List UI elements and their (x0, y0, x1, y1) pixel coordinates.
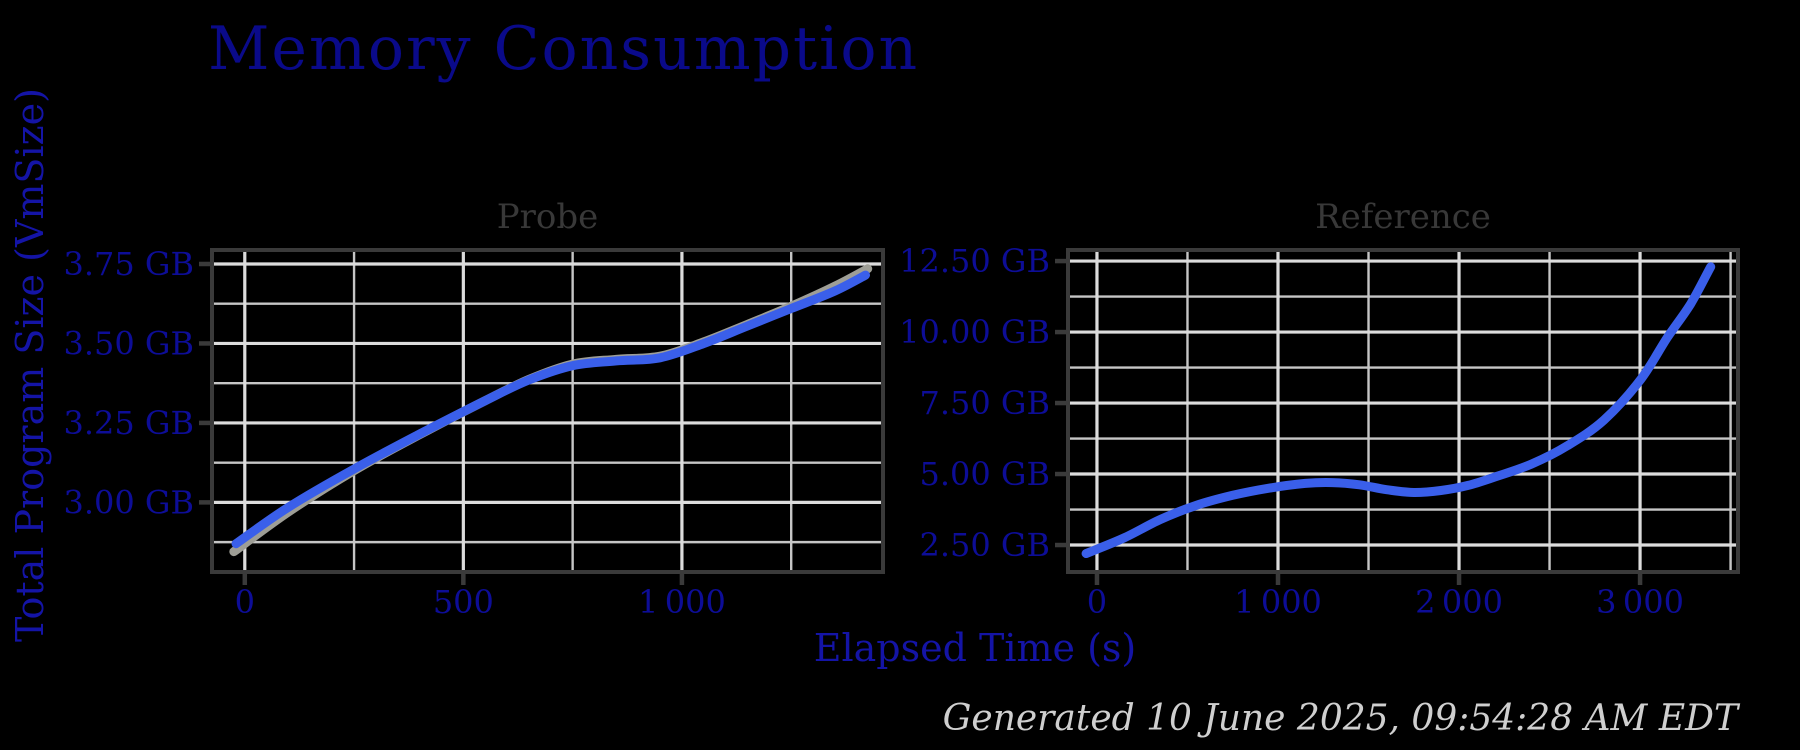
probe-series-probe (231, 270, 870, 549)
probe-y-tick-label: 3.75 GB (64, 245, 195, 283)
y-axis-label: Total Program Size (VmSize) (8, 88, 52, 642)
reference-y-tick-label: 2.50 GB (920, 526, 1051, 564)
generated-timestamp: Generated 10 June 2025, 09:54:28 AM EDT (942, 698, 1738, 739)
reference-y-tick-label: 10.00 GB (899, 313, 1050, 351)
probe-y-tick-label: 3.50 GB (64, 324, 195, 362)
reference-series-reference (1081, 262, 1716, 559)
reference-x-tick-label: 3 000 (1596, 583, 1684, 621)
probe-plot-box (210, 248, 885, 574)
reference-x-tick-label: 1 000 (1234, 583, 1322, 621)
reference-x-tick-label: 2 000 (1415, 583, 1503, 621)
probe-x-tick-label: 0 (235, 583, 255, 621)
probe-y-tick-label: 3.00 GB (64, 483, 195, 521)
probe-x-tick-label: 1 000 (638, 583, 726, 621)
reference-y-tick-label: 5.00 GB (920, 455, 1051, 493)
reference-y-tick-label: 7.50 GB (920, 384, 1051, 422)
x-axis-label: Elapsed Time (s) (813, 626, 1137, 670)
reference-plot-box (1066, 248, 1740, 574)
reference-chart-title: Reference (1315, 197, 1491, 237)
probe-x-tick-label: 500 (433, 583, 494, 621)
reference-y-tick-label: 12.50 GB (899, 242, 1050, 280)
probe-y-tick-label: 3.25 GB (64, 404, 195, 442)
figure-title: Memory Consumption (208, 14, 920, 84)
reference-x-tick-label: 0 (1087, 583, 1107, 621)
probe-chart-title: Probe (497, 197, 599, 237)
